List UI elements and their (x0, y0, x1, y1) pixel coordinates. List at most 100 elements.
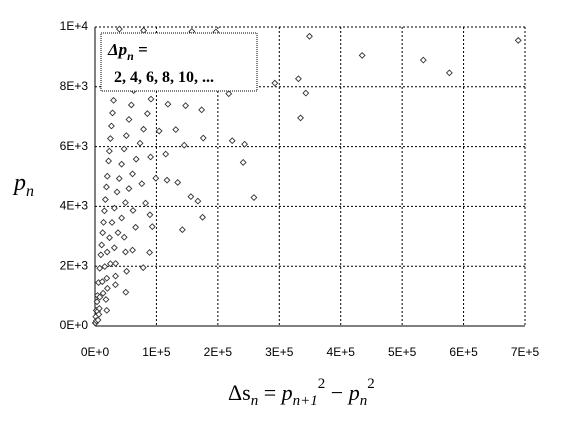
data-point (132, 223, 140, 231)
x-label-part: n (360, 393, 368, 409)
data-point (127, 101, 135, 109)
data-point (271, 79, 279, 87)
y-tick-label: 1E+4 (60, 19, 89, 33)
data-point (101, 207, 108, 215)
data-point (95, 305, 103, 312)
data-point (239, 158, 247, 166)
data-point (110, 204, 118, 212)
data-point (113, 188, 121, 196)
data-point (118, 160, 126, 168)
data-point (174, 179, 182, 186)
data-point (101, 196, 109, 203)
data-point (110, 244, 118, 252)
legend-part: n (127, 49, 134, 63)
x-label-part: Δs (228, 380, 251, 405)
data-point (140, 125, 147, 133)
data-point (129, 170, 136, 178)
data-point (98, 241, 106, 249)
data-point (148, 223, 156, 231)
data-point (97, 251, 105, 259)
data-point (302, 89, 310, 97)
y-tick-label: 2E+3 (60, 258, 89, 272)
data-point (98, 278, 106, 286)
legend-values: 2, 4, 6, 8, 10, ... (114, 69, 214, 86)
data-point (294, 75, 302, 83)
data-point (93, 298, 101, 306)
data-point (139, 264, 147, 272)
data-point (419, 56, 427, 64)
data-point (155, 127, 163, 135)
data-point (102, 296, 110, 303)
x-label-part: n (251, 393, 259, 409)
data-point (125, 116, 133, 123)
data-point (105, 147, 113, 155)
data-point (136, 139, 144, 147)
data-point (115, 175, 123, 182)
data-point (147, 153, 155, 161)
x-label-part: 2 (367, 376, 375, 392)
data-point (106, 234, 113, 242)
x-tick-label: 0E+0 (81, 345, 110, 359)
data-point (95, 310, 103, 318)
x-axis-label: Δsn = pn+12 − pn2 (228, 376, 375, 409)
data-point (123, 267, 131, 275)
data-point (109, 109, 116, 117)
data-point (241, 140, 249, 148)
data-point (96, 293, 104, 301)
data-point (99, 229, 107, 237)
data-point (103, 306, 111, 314)
data-point (115, 25, 123, 33)
data-point (199, 134, 207, 142)
data-point (99, 289, 107, 297)
data-point (198, 106, 206, 114)
data-point (112, 272, 120, 280)
legend: Δpn = 2, 4, 6, 8, 10, ... (100, 32, 258, 92)
data-point (125, 185, 133, 192)
data-point (162, 150, 170, 158)
legend-part: Δp (107, 40, 127, 59)
data-point (112, 260, 120, 267)
data-point (112, 281, 119, 289)
data-point (122, 248, 129, 256)
data-point (228, 137, 236, 145)
data-point (164, 100, 172, 108)
data-point (152, 174, 160, 182)
data-point (297, 114, 304, 122)
data-point (100, 218, 107, 226)
data-point (358, 51, 366, 59)
data-point (110, 96, 117, 104)
data-point (147, 95, 155, 103)
data-point (445, 69, 453, 77)
data-point (103, 274, 111, 282)
data-point (514, 36, 522, 44)
legend-title: Δpn = (107, 40, 148, 63)
data-point (132, 155, 140, 163)
y-axis-label: pn (12, 170, 34, 200)
y-tick-label: 6E+3 (60, 139, 89, 153)
x-label-part: = (258, 380, 281, 405)
data-point (129, 246, 136, 254)
data-point (129, 207, 137, 214)
x-label-part: p (347, 380, 360, 405)
data-point (172, 126, 180, 134)
x-tick-label: 2E+5 (204, 345, 233, 359)
data-point (108, 122, 115, 130)
y-label-main: p (12, 170, 26, 196)
data-point (138, 180, 146, 188)
data-point (103, 172, 111, 180)
data-point (250, 194, 258, 201)
x-tick-label: 5E+5 (388, 345, 417, 359)
data-point (122, 288, 130, 296)
data-point (103, 284, 111, 292)
data-point (180, 141, 188, 149)
data-point (101, 263, 109, 271)
data-point (163, 176, 171, 184)
y-label-sub: n (26, 183, 34, 200)
data-point (105, 157, 112, 165)
data-point (194, 197, 202, 205)
data-point (122, 132, 130, 140)
data-point (118, 214, 126, 222)
legend-box (100, 32, 258, 92)
legend-part: = (134, 40, 148, 59)
data-point (102, 183, 110, 191)
